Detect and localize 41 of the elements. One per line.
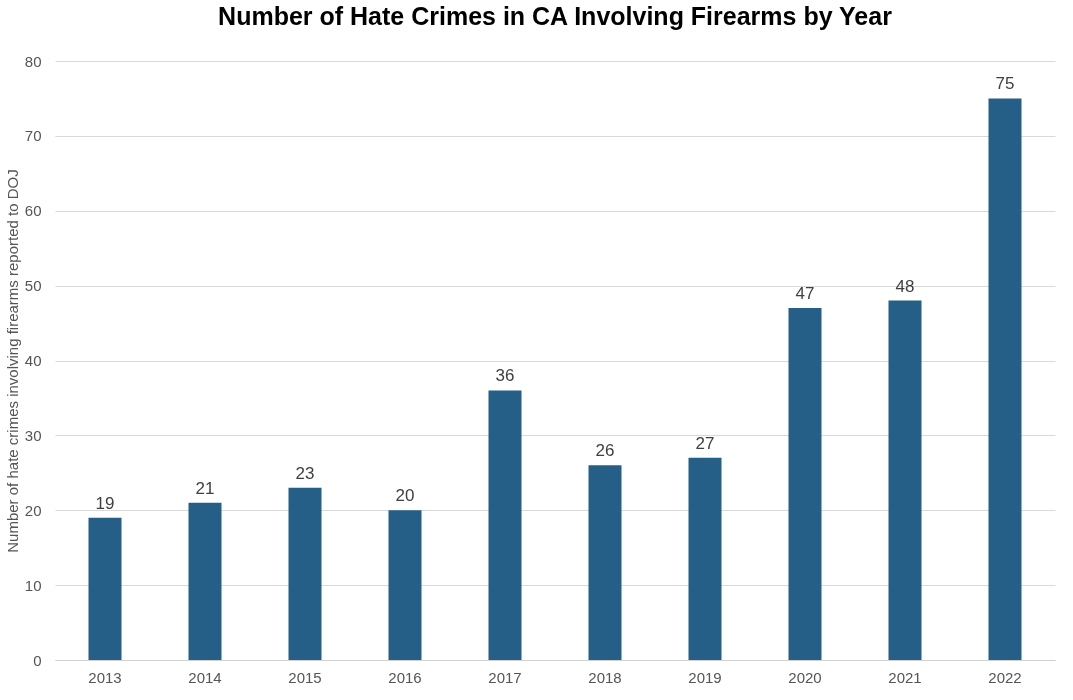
data-label: 27	[695, 433, 715, 453]
x-tick-label: 2016	[388, 668, 422, 686]
data-label: 23	[295, 463, 315, 483]
y-tick-label: 10	[24, 576, 42, 594]
x-tick-label: 2014	[188, 668, 222, 686]
bar	[488, 390, 522, 660]
bar	[588, 465, 622, 660]
y-tick-label: 70	[24, 127, 42, 145]
x-tick-label: 2013	[88, 668, 122, 686]
data-label: 20	[395, 486, 415, 506]
bar	[88, 517, 122, 660]
bar	[188, 502, 222, 660]
data-label: 47	[795, 284, 815, 304]
bar	[788, 308, 822, 660]
y-tick-label: 0	[33, 651, 42, 669]
x-tick-label: 2015	[288, 668, 322, 686]
x-tick-label: 2017	[488, 668, 522, 686]
bar	[288, 487, 322, 660]
x-tick-label: 2022	[988, 668, 1022, 686]
bar	[688, 457, 722, 660]
data-label: 26	[595, 441, 615, 461]
y-tick-label: 40	[24, 352, 42, 369]
chart-title: Number of Hate Crimes in CA Involving Firearms by Year	[218, 2, 893, 30]
y-tick-label: 60	[24, 202, 42, 220]
y-tick-label: 20	[24, 501, 42, 519]
x-tick-label: 2019	[688, 668, 722, 686]
data-label: 48	[895, 276, 915, 296]
data-label: 21	[195, 478, 215, 498]
bar	[888, 300, 922, 660]
bar	[388, 510, 422, 660]
x-tick-label: 2021	[888, 668, 922, 686]
x-tick-label: 2020	[788, 668, 822, 686]
data-label: 36	[495, 366, 515, 386]
y-tick-label: 30	[24, 426, 42, 444]
x-tick-label: 2018	[588, 668, 622, 686]
data-label: 75	[995, 74, 1015, 94]
bar	[988, 98, 1022, 660]
y-axis-title: Number of hate crimes involving firearms reported to DOJ	[3, 169, 21, 553]
data-label: 19	[95, 493, 115, 513]
y-tick-label: 80	[24, 52, 42, 70]
y-tick-label: 50	[24, 277, 42, 295]
